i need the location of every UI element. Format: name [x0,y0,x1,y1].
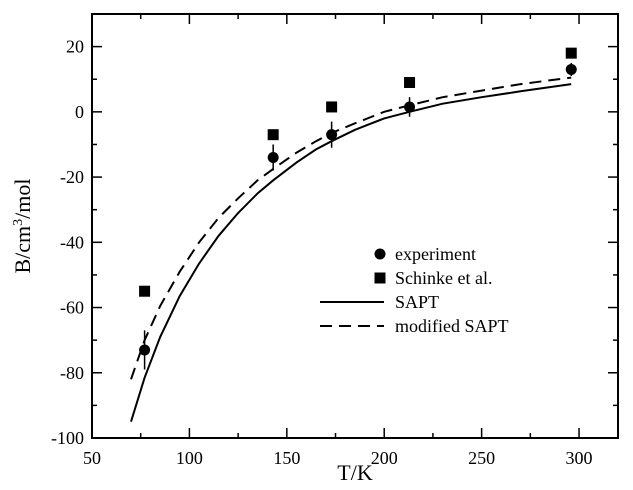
y-tick-label: -20 [60,167,84,187]
sapt-curve [130,83,572,422]
x-tick-label: 50 [83,448,101,468]
experiment-point [326,129,338,141]
series-layer [130,47,577,422]
legend-label: SAPT [395,292,439,312]
y-tick-label: -100 [51,428,84,448]
plot-frame [91,13,619,439]
y-axis-label-part-2: /mol [10,178,35,218]
x-tick-label: 250 [468,448,495,468]
experiment-point [404,101,416,113]
x-tick-label: 150 [273,448,300,468]
schinke-point [404,76,416,88]
y-axis-label: B/cm3/mol [10,178,35,273]
legend-marker-schinke [374,272,386,284]
y-axis-label-superscript: 3 [11,219,26,226]
y-tick-label: 20 [66,37,84,57]
experiment-point [139,344,151,356]
x-axis-label: T/K [337,460,373,485]
schinke-point [139,285,151,297]
y-tick-label: -40 [60,232,84,252]
ticks-layer: 50 100 150 200 250 300 -100 -80 -60 -40 -20 0 20 [51,14,618,468]
x-tick-label: 300 [566,448,593,468]
x-tick-label: 200 [371,448,398,468]
experiment-point [267,152,279,164]
schinke-point [326,101,338,113]
x-tick-label: 100 [176,448,203,468]
schinke-point [565,47,577,59]
y-tick-label: -80 [60,363,84,383]
legend-marker-experiment [374,248,386,260]
legend-label: experiment [395,244,476,264]
legend-label: Schinke et al. [395,268,492,288]
schinke-point [267,129,279,141]
y-axis-label-part-1: B/cm [10,226,35,274]
y-tick-label: 0 [75,102,84,122]
legend-label: modified SAPT [395,316,509,336]
experiment-point [565,63,577,75]
legend: experiment Schinke et al. SAPT modified SAP… [320,244,509,336]
modified-sapt-curve [130,76,572,380]
y-tick-label: -60 [60,298,84,318]
